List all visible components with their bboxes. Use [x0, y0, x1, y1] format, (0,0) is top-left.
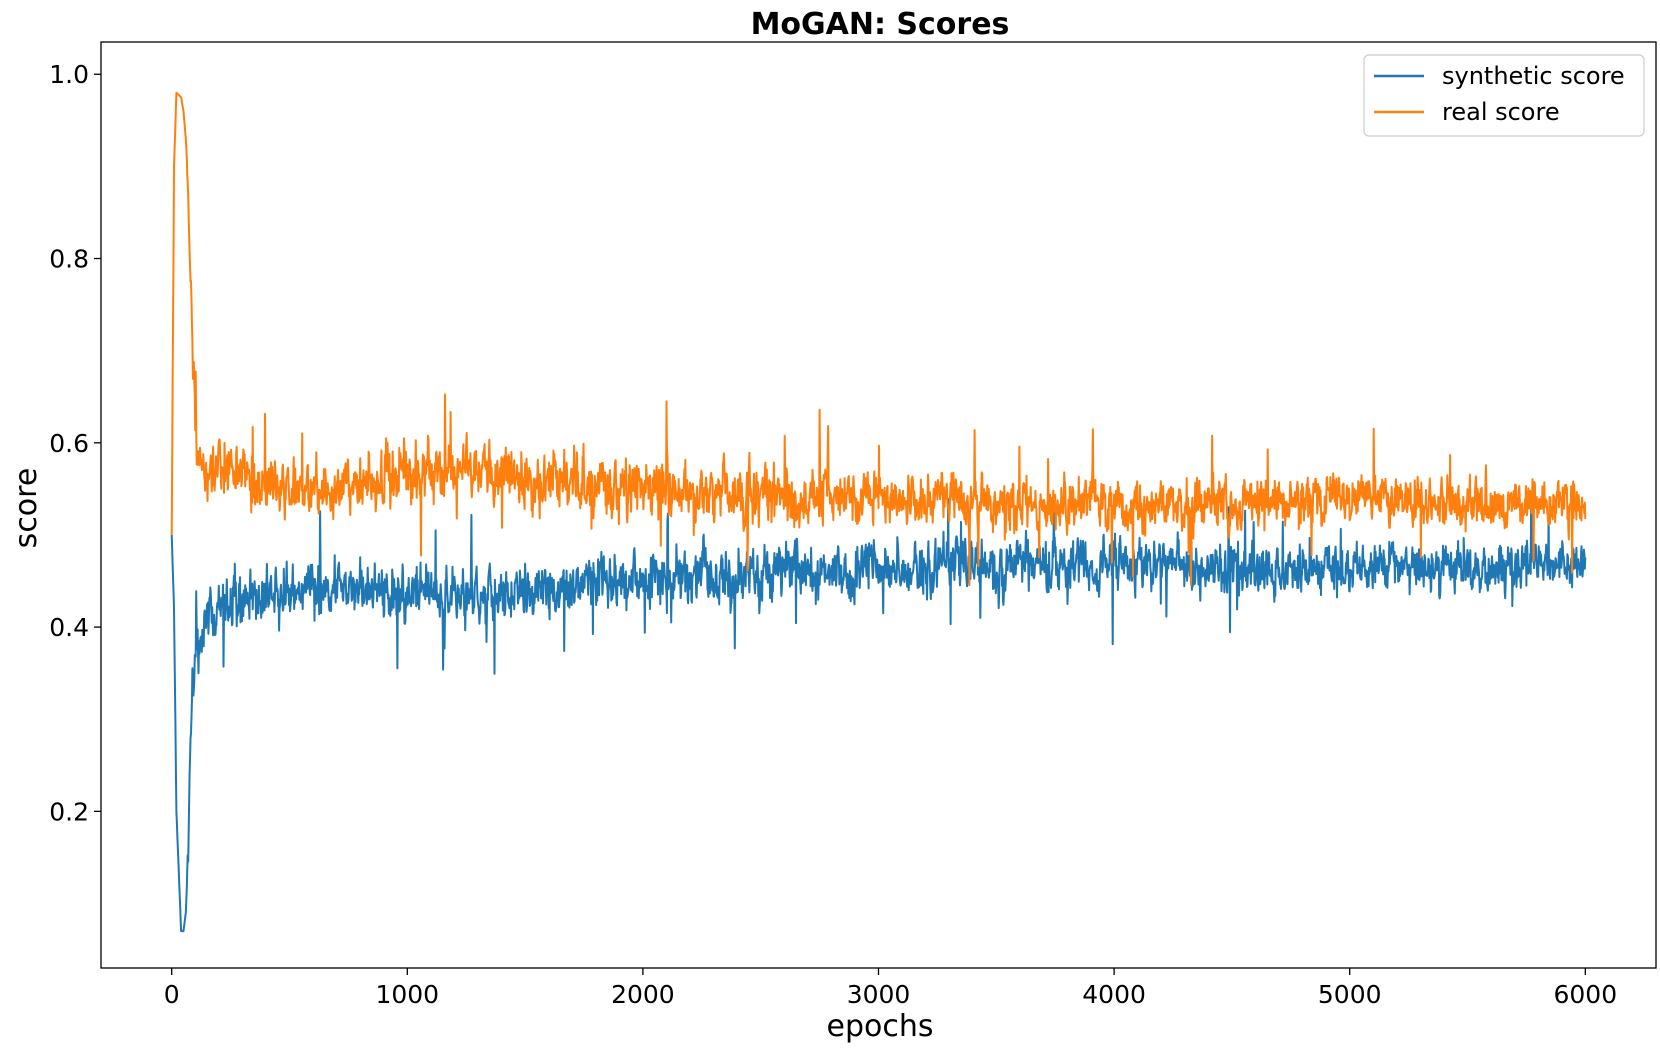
x-tick-label: 3000	[847, 980, 911, 1009]
legend-box	[1363, 54, 1645, 137]
y-axis-ticks: 0.2 0.4 0.6 0.8 1.0	[49, 60, 101, 826]
series-layer	[170, 91, 1587, 933]
legend-label-synthetic-score: synthetic score	[1442, 62, 1625, 90]
series-line-synthetic-score	[170, 489, 1587, 933]
x-tick-label: 0	[164, 980, 180, 1009]
y-tick-label: 0.8	[49, 245, 89, 274]
x-tick-label: 2000	[611, 980, 675, 1009]
legend-label-real-score: real score	[1442, 98, 1560, 126]
y-tick-label: 0.6	[49, 429, 89, 458]
y-tick-label: 0.2	[49, 797, 89, 826]
x-tick-label: 6000	[1554, 980, 1618, 1009]
chart-title: MoGAN: Scores	[751, 7, 1010, 42]
series-line-real-score	[170, 91, 1587, 587]
x-axis-ticks: 0 1000 2000 3000 4000 5000 6000	[164, 968, 1617, 1009]
y-tick-label: 0.4	[49, 613, 89, 642]
y-tick-label: 1.0	[49, 60, 89, 89]
y-axis-label: score	[9, 468, 44, 549]
legend: synthetic score real score	[1363, 54, 1645, 137]
x-tick-label: 4000	[1082, 980, 1146, 1009]
x-tick-label: 1000	[375, 980, 439, 1009]
plot-area-frame	[100, 41, 1657, 969]
x-tick-label: 5000	[1318, 980, 1382, 1009]
x-axis-label: epochs	[827, 1009, 934, 1044]
